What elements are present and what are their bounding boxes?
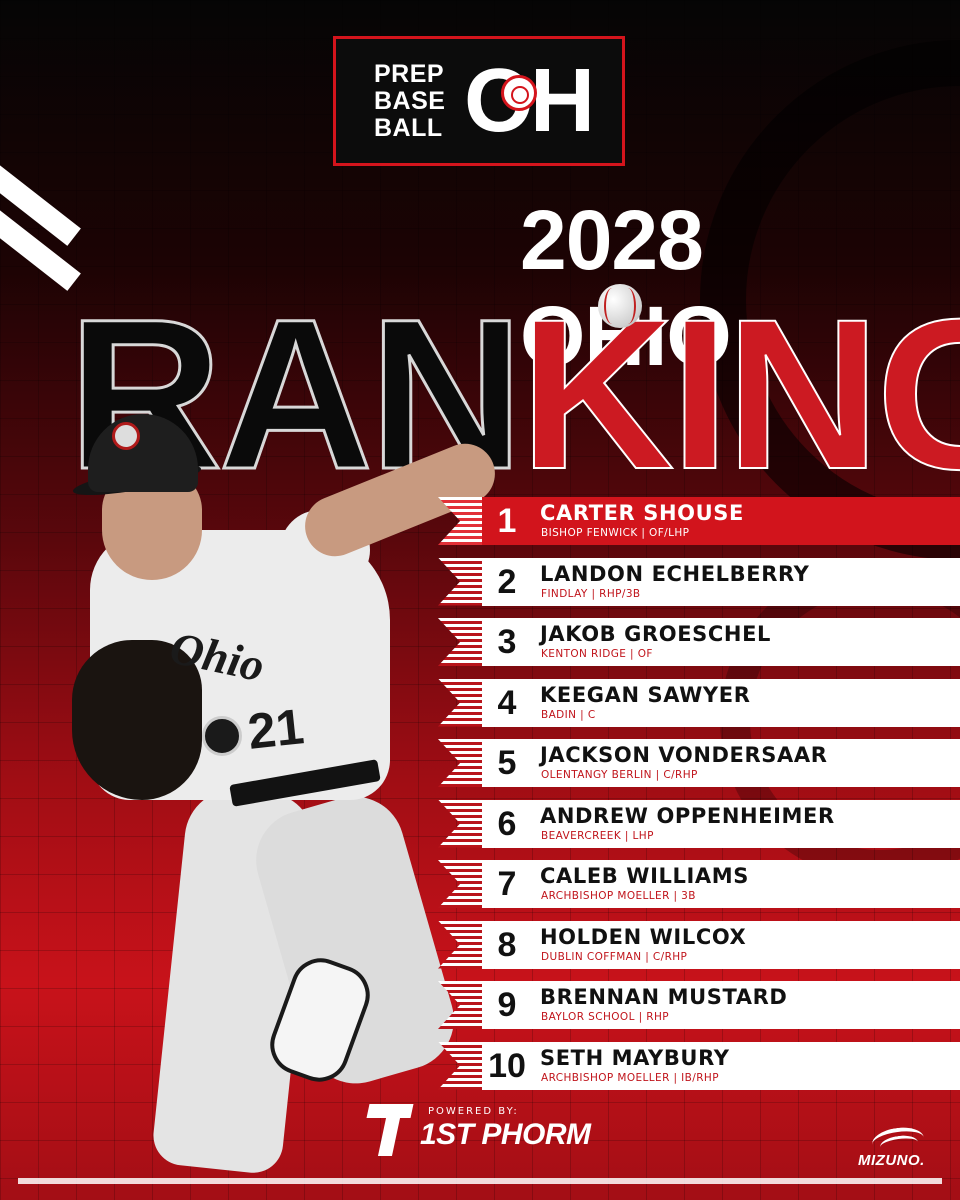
prep-baseball-oh-logo: PREP BASE BALL OH [333,36,625,166]
player-school-position: ARCHBISHOP MOELLER | IB/RHP [541,1071,719,1084]
baseball-icon [501,75,537,111]
rank-number: 9 [497,986,517,1024]
rank-number: 10 [488,1046,526,1085]
ranking-row: 2 LANDON ECHELBERRY FINDLAY | RHP/3B [438,557,960,606]
row-stripe-chevron [438,860,486,908]
ranking-row: 9 BRENNAN MUSTARD BAYLOR SCHOOL | RHP [438,981,960,1029]
powered-by-label: POWERED BY: [428,1106,519,1117]
player-school-position: BAYLOR SCHOOL | RHP [541,1011,669,1023]
row-stripe-chevron [438,981,486,1029]
row-stripe-chevron [438,920,486,969]
ranking-row: 3 JAKOB GROESCHEL KENTON RIDGE | OF [438,618,960,666]
logo-line-1: PREP [374,60,445,88]
baseball-glove-icon [72,640,202,800]
rank-number: 7 [497,865,517,903]
rank-number: 6 [497,804,517,843]
player-school-position: BADIN | C [541,708,596,721]
row-bar [482,557,960,606]
player-school-position: ARCHBISHOP MOELLER | 3B [541,890,696,902]
rank-number: 8 [497,925,517,964]
player-school-position: FINDLAY | RHP/3B [541,587,641,600]
phorm-logo-icon [366,1104,414,1156]
pitcher-photo: Ohio 21 [30,400,504,1180]
jersey-patch-icon [202,716,242,756]
rank-number: 4 [497,683,517,722]
row-bar [482,618,960,666]
row-bar [482,497,960,545]
row-stripe-chevron [438,618,486,666]
row-bar [482,981,960,1029]
row-stripe-chevron [438,739,486,787]
player-school-position: BEAVERCREEK | LHP [541,829,654,842]
jersey-number: 21 [245,698,307,760]
player-school-position: BISHOP FENWICK | OF/LHP [541,527,690,539]
player-name: ANDREW OPPENHEIMER [540,803,835,828]
row-stripe-chevron [438,1041,486,1090]
player-name: KEEGAN SAWYER [540,682,751,707]
ranking-row: 5 JACKSON VONDERSAAR OLENTANGY BERLIN | … [438,739,960,787]
row-stripe-chevron [438,497,486,545]
mizuno-wordmark: MIZUNO. [858,1152,925,1169]
player-school-position: DUBLIN COFFMAN | C/RHP [541,950,688,963]
ranking-row: 10 SETH MAYBURY ARCHBISHOP MOELLER | IB/… [438,1041,960,1090]
player-name: CALEB WILLIAMS [540,864,749,888]
row-stripe-chevron [438,799,486,848]
frame-bottom-line [18,1178,942,1184]
row-bar [482,1041,960,1090]
ranking-row: 6 ANDREW OPPENHEIMER BEAVERCREEK | LHP [438,799,960,848]
rank-number: 3 [497,623,517,661]
player-school-position: OLENTANGY BERLIN | C/RHP [541,769,698,781]
player-name: LANDON ECHELBERRY [540,561,810,586]
ranking-row: 4 KEEGAN SAWYER BADIN | C [438,678,960,727]
row-bar [482,739,960,787]
ranking-row: 7 CALEB WILLIAMS ARCHBISHOP MOELLER | 3B [438,860,960,908]
row-bar [482,799,960,848]
player-school-position: KENTON RIDGE | OF [541,648,653,660]
mizuno-logo: MIZUNO. [858,1124,938,1172]
rank-number: 5 [497,744,517,782]
player-name: JAKOB GROESCHEL [540,622,772,646]
player-name: CARTER SHOUSE [540,501,744,525]
row-stripe-chevron [438,557,486,606]
row-bar [482,860,960,908]
player-name: JACKSON VONDERSAAR [540,743,828,767]
player-name: HOLDEN WILCOX [540,924,747,949]
ranking-row: 1 CARTER SHOUSE BISHOP FENWICK | OF/LHP [438,497,960,545]
rank-number: 2 [497,562,517,601]
player-name: BRENNAN MUSTARD [540,985,788,1009]
logo-line-2: BASE [374,87,446,115]
rankings-list: 1 CARTER SHOUSE BISHOP FENWICK | OF/LHP … [438,497,960,1102]
rank-number: 1 [497,502,517,540]
logo-line-3: BALL [374,114,443,142]
headline-rankings-red: KINGS [519,275,960,514]
cap-logo-icon [112,422,140,450]
ranking-row: 8 HOLDEN WILCOX DUBLIN COFFMAN | C/RHP [438,920,960,969]
player-cap [88,414,198,492]
logo-wordmark: PREP BASE BALL [374,61,445,142]
player-name: SETH MAYBURY [540,1045,730,1070]
row-stripe-chevron [438,678,486,727]
sponsor-brand: 1ST PHORM [420,1118,591,1151]
row-bar [482,920,960,969]
row-bar [482,678,960,727]
flying-baseball-icon [598,284,642,328]
